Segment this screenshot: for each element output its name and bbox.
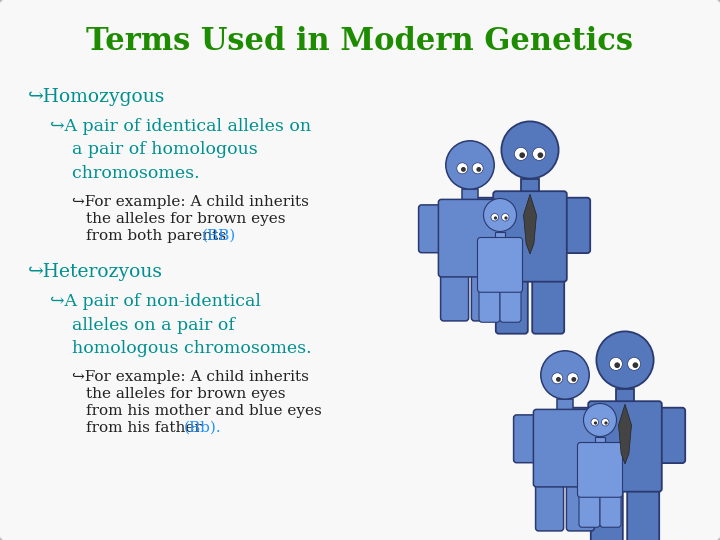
FancyBboxPatch shape [441,265,469,321]
Circle shape [604,421,608,424]
Circle shape [552,373,563,384]
Text: (BB): (BB) [202,229,236,243]
Circle shape [567,373,578,384]
Circle shape [591,418,598,426]
Text: ↪Heterozyous: ↪Heterozyous [28,263,163,281]
Circle shape [533,147,546,160]
Text: Terms Used in Modern Genetics: Terms Used in Modern Genetics [86,26,634,57]
Text: (Bb).: (Bb). [184,421,222,435]
Circle shape [484,199,516,232]
Circle shape [583,403,616,436]
FancyBboxPatch shape [479,282,500,322]
Polygon shape [618,404,631,464]
FancyBboxPatch shape [564,446,585,481]
Circle shape [614,362,620,368]
Text: from his mother and blue eyes: from his mother and blue eyes [86,404,322,418]
FancyBboxPatch shape [564,408,597,463]
FancyBboxPatch shape [600,488,621,527]
Circle shape [628,357,641,370]
Circle shape [538,152,544,158]
Text: ↪A pair of non-identical
    alleles on a pair of
    homologous chromosomes.: ↪A pair of non-identical alleles on a pa… [50,293,312,357]
FancyBboxPatch shape [532,269,564,334]
Circle shape [491,213,498,221]
Text: the alleles for brown eyes: the alleles for brown eyes [86,212,286,226]
Circle shape [519,152,525,158]
Circle shape [504,217,508,220]
FancyBboxPatch shape [627,479,660,540]
Circle shape [596,332,654,389]
Circle shape [514,147,527,160]
FancyBboxPatch shape [493,191,567,282]
Bar [495,232,505,240]
FancyBboxPatch shape [615,446,636,481]
Circle shape [633,362,638,368]
Circle shape [494,217,497,220]
FancyBboxPatch shape [418,205,446,253]
Circle shape [609,357,622,370]
Circle shape [502,213,509,221]
Bar [616,389,634,404]
FancyBboxPatch shape [588,415,616,463]
Circle shape [456,163,468,174]
FancyBboxPatch shape [500,282,521,322]
FancyBboxPatch shape [567,475,595,531]
FancyBboxPatch shape [591,479,623,540]
Circle shape [556,377,561,382]
FancyBboxPatch shape [493,205,521,253]
Circle shape [541,351,589,399]
FancyBboxPatch shape [536,475,564,531]
Bar [462,189,477,202]
FancyBboxPatch shape [515,241,536,276]
FancyBboxPatch shape [558,198,590,253]
FancyBboxPatch shape [588,401,662,492]
Circle shape [446,141,494,189]
Bar [521,179,539,194]
Bar [557,399,572,413]
FancyBboxPatch shape [653,408,685,463]
Polygon shape [523,194,536,254]
FancyBboxPatch shape [470,198,502,253]
Text: ↪Homozygous: ↪Homozygous [28,88,166,106]
FancyBboxPatch shape [579,488,600,527]
FancyBboxPatch shape [477,238,523,292]
FancyBboxPatch shape [496,269,528,334]
Circle shape [477,167,481,172]
Circle shape [461,167,466,172]
Circle shape [472,163,483,174]
Bar [595,436,606,446]
Text: from both parents: from both parents [86,229,231,243]
FancyBboxPatch shape [534,409,597,487]
FancyBboxPatch shape [472,265,500,321]
FancyBboxPatch shape [438,199,502,277]
Text: the alleles for brown eyes: the alleles for brown eyes [86,387,286,401]
Text: from his father: from his father [86,421,207,435]
Circle shape [594,421,597,424]
FancyBboxPatch shape [513,415,541,463]
FancyBboxPatch shape [464,241,485,276]
Circle shape [572,377,576,382]
Text: ↪For example: A child inherits: ↪For example: A child inherits [72,370,309,384]
Circle shape [601,418,609,426]
Circle shape [501,122,559,179]
FancyBboxPatch shape [577,442,623,497]
Text: ↪For example: A child inherits: ↪For example: A child inherits [72,195,309,209]
Text: ↪A pair of identical alleles on
    a pair of homologous
    chromosomes.: ↪A pair of identical alleles on a pair o… [50,118,311,182]
